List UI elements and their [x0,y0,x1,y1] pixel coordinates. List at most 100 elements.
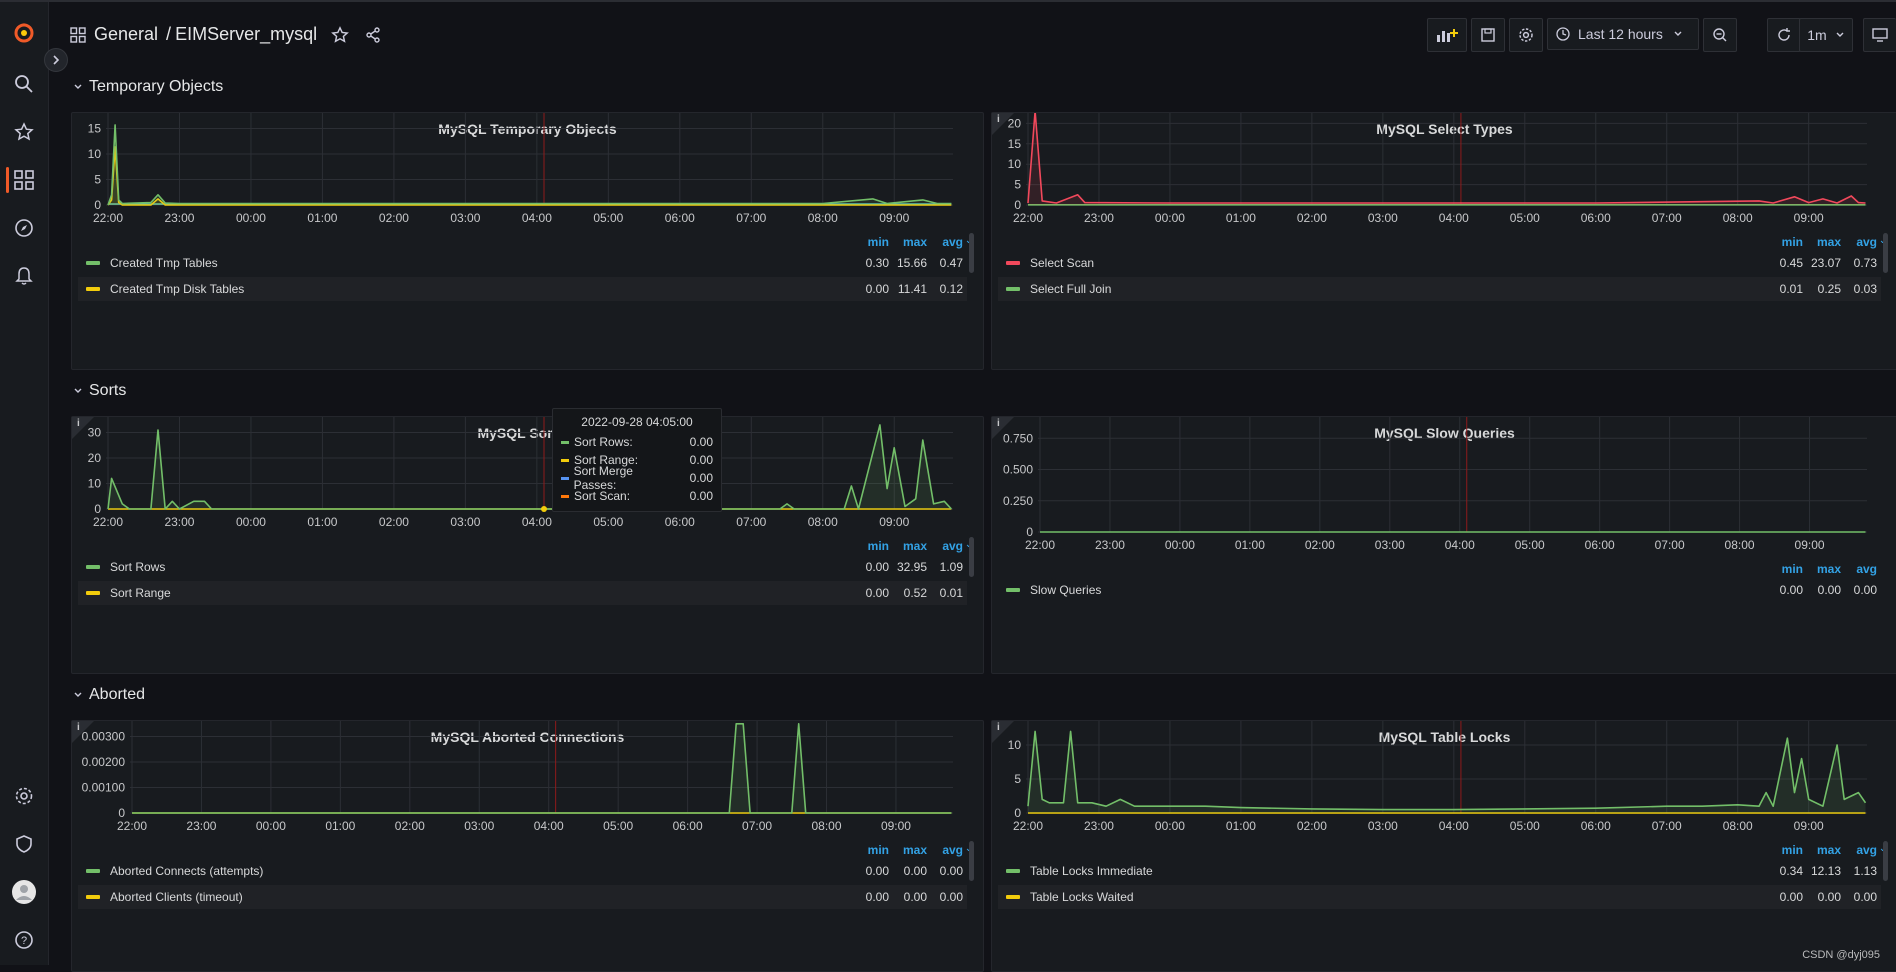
sidebar-expand-button[interactable] [44,48,68,72]
legend-header-min[interactable]: min [855,235,889,249]
legend-scrollbar[interactable] [969,233,974,273]
legend-scrollbar[interactable] [1883,841,1888,881]
legend-header-max[interactable]: max [893,539,927,553]
legend-header-avg[interactable]: avg [1843,843,1877,857]
row-aborted[interactable]: Aborted [73,686,145,704]
chevron-down-icon [73,690,83,700]
legend-value-avg: 0.47 [923,256,963,270]
y-tick-label: 0 [1014,806,1021,820]
legend-value-max: 11.41 [887,282,927,296]
x-tick-label: 23:00 [186,819,216,833]
legend-swatch [1006,588,1020,592]
chart-svg[interactable]: 01020304022:0023:0000:0001:0002:0003:000… [72,417,983,539]
x-tick-label: 01:00 [307,211,337,225]
legend-header-max[interactable]: max [1807,235,1841,249]
tooltip-row: Sort Rows:0.00 [561,433,713,451]
x-tick-label: 00:00 [1165,538,1195,552]
avatar[interactable] [12,880,36,904]
legend-value-max: 0.00 [887,864,927,878]
legend-header-max[interactable]: max [1807,843,1841,857]
legend-header-max[interactable]: max [1807,562,1841,576]
x-tick-label: 04:00 [522,211,552,225]
legend-header-min[interactable]: min [855,539,889,553]
legend-header-avg[interactable]: avg [929,235,963,249]
legend-header-avg[interactable]: avg [929,843,963,857]
gear-icon[interactable] [12,784,36,808]
search-icon[interactable] [12,72,36,96]
legend-value-avg: 1.13 [1837,864,1877,878]
refresh-button[interactable] [1767,18,1801,52]
series-area [108,425,951,509]
legend-item[interactable]: Slow Queries [998,578,1881,602]
tooltip-value: 0.00 [690,489,713,503]
legend-value-min: 0.00 [849,560,889,574]
settings-button[interactable] [1509,18,1543,52]
legend-header-avg[interactable]: avg [1843,235,1877,249]
x-tick-label: 22:00 [1013,819,1043,833]
legend-value-min: 0.00 [1763,890,1803,904]
grafana-logo-icon[interactable] [12,20,36,44]
legend-value-avg: 1.09 [923,560,963,574]
legend-item[interactable]: Sort Range [78,581,967,605]
tv-mode-button[interactable] [1863,18,1896,52]
x-tick-label: 09:00 [1794,211,1824,225]
help-icon[interactable]: ? [12,928,36,952]
legend-header-max[interactable]: max [893,235,927,249]
legend-header-min[interactable]: min [1769,843,1803,857]
legend-header-min[interactable]: min [1769,235,1803,249]
row-sorts[interactable]: Sorts [73,382,126,400]
legend-header-avg[interactable]: avg [929,539,963,553]
y-tick-label: 0 [1026,525,1033,539]
x-tick-label: 08:00 [811,819,841,833]
legend-item[interactable]: Select Scan [998,251,1881,275]
sidebar: ? [0,2,49,965]
time-range-label: Last 12 hours [1578,26,1663,42]
x-tick-label: 05:00 [1515,538,1545,552]
chart-svg[interactable]: 00.2500.5000.750122:0023:0000:0001:0002:… [992,417,1896,562]
refresh-interval-picker[interactable]: 1m [1799,18,1853,52]
save-dashboard-button[interactable] [1471,18,1505,52]
monitor-icon [1872,28,1888,42]
share-icon[interactable] [365,27,381,43]
alerting-icon[interactable] [12,264,36,288]
add-panel-button[interactable] [1427,18,1467,52]
legend-swatch [86,565,100,569]
legend-item[interactable]: Table Locks Waited [998,885,1881,909]
legend-scrollbar[interactable] [1883,233,1888,273]
tooltip-row: Sort Merge Passes:0.00 [561,469,713,487]
chart-svg[interactable]: 00.001000.002000.003000.0040022:0023:000… [72,721,983,843]
dashboard-title[interactable]: EIMServer_mysql [175,24,317,45]
legend-header-max[interactable]: max [893,843,927,857]
legend-item[interactable]: Aborted Connects (attempts) [78,859,967,883]
chart-svg[interactable]: 05101522:0023:0000:0001:0002:0003:0004:0… [992,721,1896,843]
x-tick-label: 09:00 [879,211,909,225]
legend-scrollbar[interactable] [969,841,974,881]
legend-header-min[interactable]: min [855,843,889,857]
y-tick-label: 0.00100 [82,781,126,795]
time-range-picker[interactable]: Last 12 hours [1547,18,1699,50]
legend-header-min[interactable]: min [1769,562,1803,576]
legend-item[interactable]: Created Tmp Tables [78,251,967,275]
legend-item[interactable]: Select Full Join [998,277,1881,301]
shield-icon[interactable] [12,832,36,856]
legend-item[interactable]: Table Locks Immediate [998,859,1881,883]
legend-header-avg[interactable]: avg [1843,562,1877,576]
chart-svg[interactable]: 051015202522:0023:0000:0001:0002:0003:00… [992,113,1896,235]
explore-icon[interactable] [12,216,36,240]
legend-item[interactable]: Created Tmp Disk Tables [78,277,967,301]
row-temporary-objects[interactable]: Temporary Objects [73,78,223,96]
dashboards-icon[interactable] [12,168,36,192]
breadcrumb-folder[interactable]: General [94,24,158,45]
x-tick-label: 00:00 [236,515,266,529]
chart-svg[interactable]: 0510152022:0023:0000:0001:0002:0003:0004… [72,113,983,235]
star-icon[interactable] [331,26,349,44]
zoom-out-button[interactable] [1703,18,1737,52]
legend-item[interactable]: Aborted Clients (timeout) [78,885,967,909]
legend-swatch [86,895,100,899]
legend-label: Select Full Join [1030,282,1111,296]
star-icon[interactable] [12,120,36,144]
x-tick-label: 05:00 [603,819,633,833]
legend-item[interactable]: Sort Rows [78,555,967,579]
legend-scrollbar[interactable] [969,537,974,577]
